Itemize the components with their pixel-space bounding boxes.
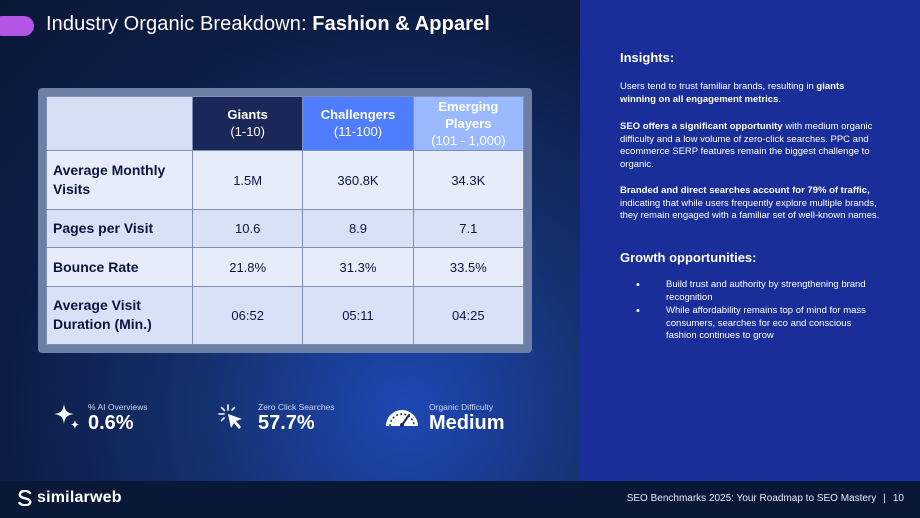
metric-value: 57.7% (258, 412, 315, 434)
insight-paragraph-3: Branded and direct searches account for … (620, 185, 880, 223)
row-label: Pages per Visit (46, 209, 193, 249)
footer-separator: | (883, 493, 886, 504)
metric-value: Medium (429, 412, 505, 434)
table-header-row: Giants (1-10) Challengers (11-100) Emerg… (46, 96, 525, 151)
insight-text: Users tend to trust familiar brands, res… (620, 81, 817, 92)
growth-list: Build trust and authority by strengtheni… (636, 279, 876, 344)
benchmark-table: Giants (1-10) Challengers (11-100) Emerg… (46, 96, 525, 346)
insight-text: . (778, 93, 782, 105)
header-range: (11-100) (333, 124, 383, 140)
metric-label: Organic Difficulty (429, 402, 494, 412)
insight-paragraph-1: Users tend to trust familiar brands, res… (620, 81, 880, 106)
table-cell: 33.5% (412, 247, 525, 287)
metric-label: % AI Overviews (88, 402, 148, 412)
page-number: 10 (892, 493, 904, 504)
table-row: Average Visit Duration (Min.) 06:52 05:1… (46, 285, 525, 346)
table-cell: 10.6 (191, 209, 304, 249)
title-industry: Fashion & Apparel (312, 13, 490, 35)
insight-text: with medium organic difficulty and a low… (620, 121, 873, 170)
header-name: Emerging Players (438, 98, 499, 131)
benchmark-table-frame: Giants (1-10) Challengers (11-100) Emerg… (38, 88, 532, 353)
header-blank-cell (46, 96, 193, 151)
insight-emphasis: SEO offers a significant opportunity (620, 121, 783, 132)
report-title: SEO Benchmarks 2025: Your Roadmap to SEO… (626, 493, 877, 504)
table-cell: 34.3K (412, 149, 525, 211)
header-giants: Giants (1-10) (191, 96, 304, 151)
title-prefix: Industry Organic Breakdown: (46, 13, 307, 35)
table-cell: 7.1 (412, 209, 525, 249)
similarweb-logo-icon (18, 490, 32, 506)
header-challengers: Challengers (11-100) (302, 96, 414, 151)
table-row: Bounce Rate 21.8% 31.3% 33.5% (46, 247, 525, 287)
header-range: (101 - 1,000) (431, 132, 506, 148)
gauge-icon (386, 410, 418, 427)
footer-caption: SEO Benchmarks 2025: Your Roadmap to SEO… (627, 493, 904, 504)
growth-heading: Growth opportunities: (620, 250, 757, 265)
table-cell: 8.9 (302, 209, 414, 249)
row-label: Average Visit Duration (Min.) (46, 285, 193, 346)
metric-value: 0.6% (88, 412, 134, 434)
table-cell: 05:11 (302, 285, 414, 346)
table-cell: 31.3% (302, 247, 414, 287)
table-row: Average Monthly Visits 1.5M 360.8K 34.3K (46, 149, 525, 211)
cursor-click-icon (218, 404, 242, 429)
sparkle-icon (54, 404, 79, 429)
table-row: Pages per Visit 10.6 8.9 7.1 (46, 209, 525, 249)
footer: similarweb SEO Benchmarks 2025: Your Roa… (0, 481, 920, 518)
header-name: Challengers (320, 107, 396, 123)
insight-emphasis: Branded and direct searches account for … (620, 185, 870, 196)
similarweb-logo: similarweb (18, 489, 122, 507)
header-name: Giants (227, 107, 268, 123)
table-cell: 06:52 (191, 285, 304, 346)
page-title: Industry Organic Breakdown: Fashion & Ap… (46, 13, 490, 36)
table-cell: 360.8K (302, 149, 414, 211)
row-label: Average Monthly Visits (46, 149, 193, 211)
list-item: Build trust and authority by strengtheni… (636, 279, 876, 304)
insights-heading: Insights: (620, 50, 675, 65)
metric-label: Zero Click Searches (258, 402, 335, 412)
table-cell: 1.5M (191, 149, 304, 211)
table-cell: 21.8% (191, 247, 304, 287)
insight-emphasis: giants winning on all engagement metrics (620, 81, 845, 105)
brand-name: similarweb (37, 489, 122, 506)
list-item: While affordability remains top of mind … (636, 305, 876, 343)
table-cell: 04:25 (412, 285, 525, 346)
row-label: Bounce Rate (46, 247, 193, 287)
insights-panel: Insights: Users tend to trust familiar b… (580, 0, 920, 481)
header-emerging-players: Emerging Players (101 - 1,000) (412, 96, 525, 151)
insight-paragraph-2: SEO offers a significant opportunity wit… (620, 121, 880, 171)
header-range: (1-10) (230, 124, 265, 140)
insight-text: indicating that while users frequently e… (620, 197, 880, 222)
accent-pill (0, 16, 34, 36)
